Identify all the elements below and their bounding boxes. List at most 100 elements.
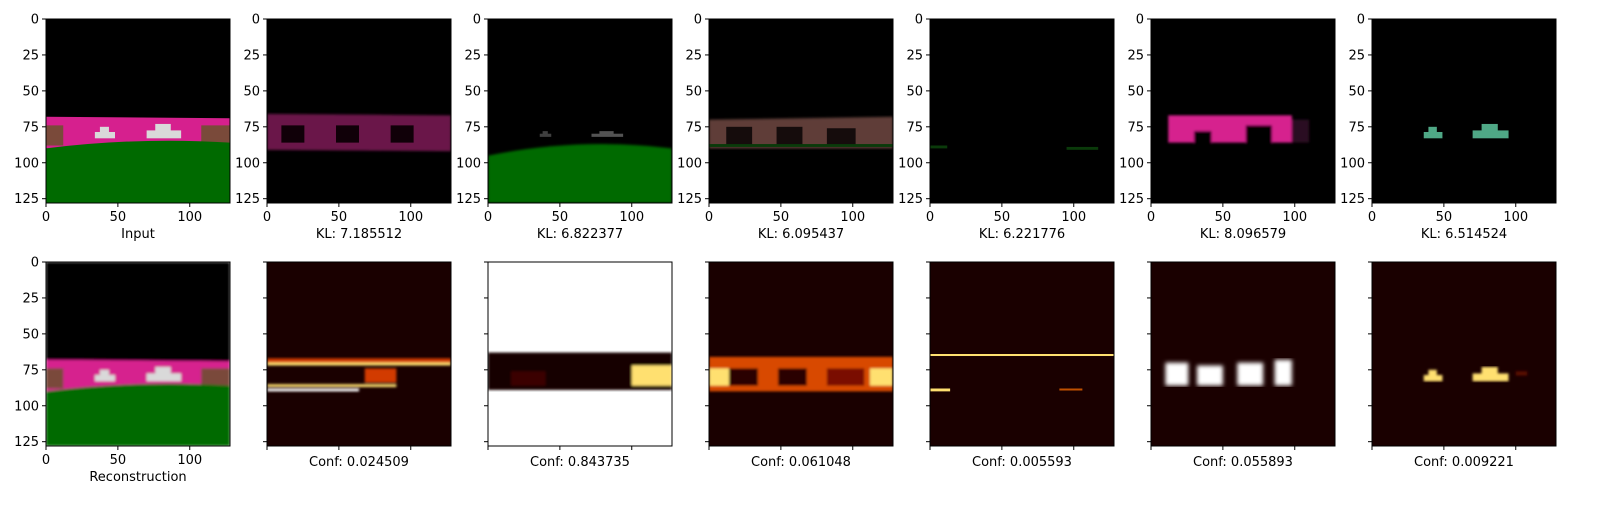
car-large-cabin xyxy=(155,366,171,375)
axes xyxy=(484,261,673,450)
car-small-component-cabin xyxy=(1428,126,1437,134)
background xyxy=(930,19,1114,203)
y-tick-label: 100 xyxy=(235,156,260,171)
heat-block-3 xyxy=(1237,362,1264,386)
heat-car-large-cabin xyxy=(1481,366,1498,375)
y-tick-label: 0 xyxy=(473,13,481,28)
panel-caption: KL: 6.822377 xyxy=(537,227,623,242)
axes xyxy=(1147,261,1336,450)
x-tick-label: 100 xyxy=(1503,210,1528,225)
y-tick-label: 75 xyxy=(22,120,39,135)
grass-region xyxy=(46,140,230,203)
heat-gap-1 xyxy=(729,368,758,386)
axes-frame xyxy=(1150,261,1336,447)
y-tick-label: 125 xyxy=(1340,192,1365,207)
y-tick-label: 125 xyxy=(456,192,481,207)
heat-car-small-cabin xyxy=(1428,369,1437,377)
y-tick-label: 100 xyxy=(1119,156,1144,171)
heat-thin-left xyxy=(930,388,951,392)
panel-image xyxy=(1151,262,1335,446)
panel-image xyxy=(709,262,893,446)
faint-car-1-cabin xyxy=(542,131,548,135)
x-tick-label: 100 xyxy=(177,453,202,468)
axes-frame xyxy=(708,18,894,204)
axes-frame xyxy=(929,261,1115,447)
panel-caption: KL: 7.185512 xyxy=(316,227,402,242)
faint-car-2-cabin xyxy=(599,131,614,135)
grass-region xyxy=(488,143,672,203)
car-small xyxy=(94,369,115,382)
car-small-cabin xyxy=(99,369,109,377)
panel-caption: Conf: 0.061048 xyxy=(751,455,851,470)
y-tick-label: 125 xyxy=(677,192,702,207)
panel-r1-c3: Conf: 0.061048 xyxy=(705,261,894,470)
heat-background xyxy=(709,262,893,446)
x-tick-label: 50 xyxy=(773,210,790,225)
car-small-cabin xyxy=(99,126,109,134)
x-tick-label: 50 xyxy=(1436,210,1453,225)
car-large-component-body xyxy=(1472,130,1509,139)
panel-caption: Conf: 0.843735 xyxy=(530,455,630,470)
panel-caption: KL: 8.096579 xyxy=(1200,227,1286,242)
y-tick-label: 75 xyxy=(685,120,702,135)
panel-caption: KL: 6.221776 xyxy=(979,227,1065,242)
heat-car-small xyxy=(1423,369,1443,382)
panel-caption: KL: 6.514524 xyxy=(1421,227,1507,242)
axes xyxy=(705,261,894,450)
y-tick-label: 100 xyxy=(677,156,702,171)
x-tick-label: 0 xyxy=(484,210,492,225)
panel-image xyxy=(1372,19,1556,203)
axes-frame xyxy=(45,261,231,447)
axes-frame xyxy=(487,261,673,447)
y-tick-label: 100 xyxy=(898,156,923,171)
heat-block-2 xyxy=(1197,365,1223,386)
heat-gap-2 xyxy=(778,368,807,386)
grass-region xyxy=(46,383,230,446)
y-tick-label: 0 xyxy=(31,13,39,28)
panel-image xyxy=(488,19,672,203)
x-tick-label: 0 xyxy=(1147,210,1155,225)
y-tick-label: 50 xyxy=(243,84,260,99)
y-tick-label: 0 xyxy=(252,13,260,28)
heat-background xyxy=(1372,262,1556,446)
car-large xyxy=(146,366,182,382)
y-tick-label: 25 xyxy=(906,48,923,63)
gap-1 xyxy=(281,125,305,143)
grass-edge xyxy=(709,144,893,147)
y-tick-label: 50 xyxy=(906,84,923,99)
car-large xyxy=(146,123,182,139)
gap-2 xyxy=(336,125,359,143)
x-tick-label: 50 xyxy=(110,210,127,225)
heat-car-large-body xyxy=(1472,373,1509,382)
y-tick-label: 25 xyxy=(22,291,39,306)
axes-frame xyxy=(266,261,452,447)
x-tick-label: 100 xyxy=(177,210,202,225)
heat-bottom-edge xyxy=(267,384,397,388)
y-tick-label: 0 xyxy=(694,13,702,28)
y-tick-label: 50 xyxy=(464,84,481,99)
y-tick-label: 25 xyxy=(22,48,39,63)
car-small-body xyxy=(94,374,115,382)
x-tick-label: 0 xyxy=(926,210,934,225)
y-tick-label: 75 xyxy=(22,363,39,378)
panel-r1-c2: Conf: 0.843735 xyxy=(484,261,673,470)
y-tick-label: 50 xyxy=(1127,84,1144,99)
heat-right-hot xyxy=(631,365,672,386)
heat-top-edge-hot xyxy=(267,362,451,366)
heat-gap-3 xyxy=(826,368,865,386)
x-tick-label: 100 xyxy=(1061,210,1086,225)
heat-car-large xyxy=(1472,366,1509,382)
panel-image xyxy=(1372,262,1556,446)
x-tick-label: 50 xyxy=(552,210,569,225)
axes-frame xyxy=(1371,18,1557,204)
x-tick-label: 0 xyxy=(263,210,271,225)
y-tick-label: 125 xyxy=(235,192,260,207)
panel-caption: Conf: 0.005593 xyxy=(972,455,1072,470)
x-tick-label: 50 xyxy=(994,210,1011,225)
